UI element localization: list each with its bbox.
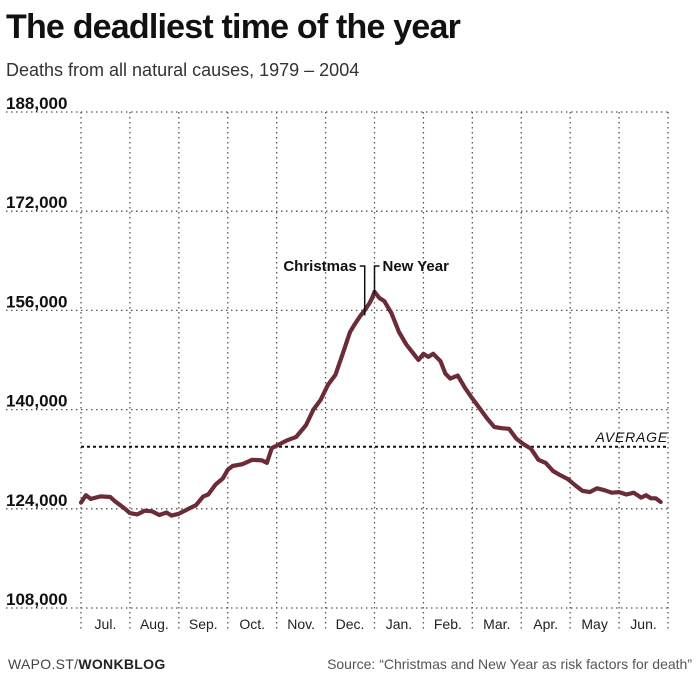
line-chart: 108,000 124,000 140,000 156,000 172,000 188,0… bbox=[6, 94, 669, 632]
x-tick-label: May bbox=[581, 616, 607, 632]
new-year-leader-line bbox=[373, 265, 380, 295]
average-label: AVERAGE bbox=[594, 429, 668, 445]
footer-brand[interactable]: WONKBLOG bbox=[78, 656, 166, 672]
x-tick-label: Aug. bbox=[140, 616, 169, 632]
x-tick-label: Dec. bbox=[336, 616, 365, 632]
y-tick-label: 188,000 bbox=[6, 94, 67, 113]
x-tick-label: Jan. bbox=[386, 616, 412, 632]
y-tick-label: 172,000 bbox=[6, 193, 67, 212]
y-tick-label: 124,000 bbox=[6, 491, 67, 510]
series-line bbox=[78, 289, 663, 518]
x-tick-label: Jun. bbox=[630, 616, 656, 632]
y-tick-label: 140,000 bbox=[6, 392, 67, 411]
footer-source: Source: “Christmas and New Year as risk … bbox=[327, 656, 692, 672]
chart-subtitle: Deaths from all natural causes, 1979 – 2… bbox=[6, 60, 360, 80]
x-tick-label: Jul. bbox=[95, 616, 117, 632]
x-tick-label: Sep. bbox=[189, 616, 218, 632]
christmas-label: Christmas bbox=[283, 258, 356, 275]
y-tick-label: 156,000 bbox=[6, 292, 67, 311]
x-tick-label: Feb. bbox=[434, 616, 462, 632]
footer-credit: WAPO.ST/WONKBLOG bbox=[8, 656, 166, 672]
x-tick-label: Mar. bbox=[483, 616, 510, 632]
christmas-leader-line bbox=[359, 265, 366, 316]
new-year-label: New Year bbox=[383, 258, 450, 275]
x-tick-label: Apr. bbox=[533, 616, 558, 632]
footer-url: WAPO.ST/ bbox=[8, 656, 79, 672]
chart-title: The deadliest time of the year bbox=[6, 8, 461, 46]
x-tick-label: Nov. bbox=[287, 616, 315, 632]
x-tick-label: Oct. bbox=[239, 616, 265, 632]
y-tick-label: 108,000 bbox=[6, 590, 67, 609]
